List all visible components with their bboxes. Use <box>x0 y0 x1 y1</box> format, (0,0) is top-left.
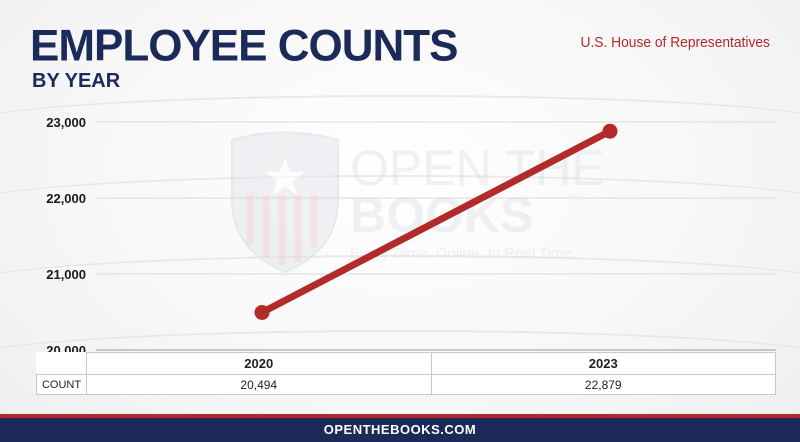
page-title: EMPLOYEE COUNTS <box>30 20 458 71</box>
data-point <box>254 304 270 320</box>
y-tick-label: 23,000 <box>46 115 86 130</box>
background-wave <box>0 255 800 315</box>
table-cell-2023: 22,879 <box>430 374 776 395</box>
data-table: 2020 2023 COUNT 20,494 22,879 <box>36 352 776 395</box>
series-layer <box>254 123 618 320</box>
table-row-label: COUNT <box>36 374 87 395</box>
table-corner <box>36 352 87 375</box>
watermark: OPEN THE BOOKS ™ Every Dime. Online. In … <box>231 131 605 274</box>
background-wave <box>0 330 800 390</box>
watermark-line1: OPEN THE <box>350 140 605 196</box>
organization-label: U.S. House of Representatives <box>580 34 770 51</box>
background-wave <box>0 175 800 235</box>
footer-stripe <box>0 414 800 418</box>
page-subtitle: BY YEAR <box>32 70 121 92</box>
data-point <box>602 123 618 139</box>
star-icon <box>265 158 305 195</box>
y-tick-label: 21,000 <box>46 267 86 282</box>
table-cell-2020: 20,494 <box>86 374 432 395</box>
background-wave <box>0 95 800 155</box>
footer-site-link[interactable]: OPENTHEBOOKS.COM <box>0 418 800 442</box>
table-header-2020: 2020 <box>86 352 432 375</box>
grid-lines <box>96 121 776 351</box>
watermark-tagline: Every Dime. Online. In Real Time. <box>350 245 576 262</box>
table-header-row: 2020 2023 <box>36 352 776 375</box>
series-line <box>258 127 614 316</box>
table-header-2023: 2023 <box>430 352 776 375</box>
y-tick-label: 22,000 <box>46 191 86 206</box>
table-row: COUNT 20,494 22,879 <box>36 374 776 395</box>
